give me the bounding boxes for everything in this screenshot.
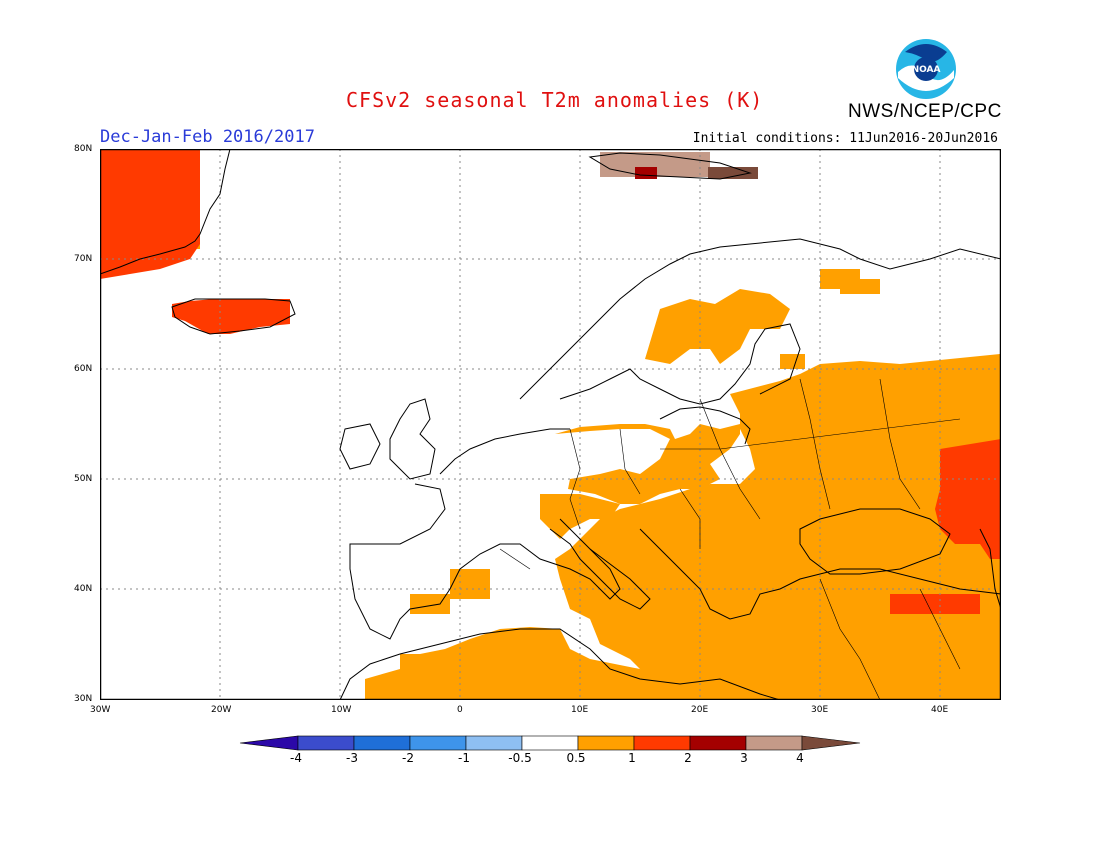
legend-label-2: 2: [684, 751, 692, 765]
lon-tick-0: 0: [457, 705, 463, 715]
season-label: Dec-Jan-Feb 2016/2017: [100, 127, 315, 147]
legend-box-9: [745, 735, 803, 751]
anomaly-map: [100, 149, 1001, 700]
organization-label: NWS/NCEP/CPC: [848, 101, 1002, 122]
country-borders: [499, 378, 961, 700]
legend-label-0-5: 0.5: [566, 751, 586, 765]
lat-tick-60n: 60N: [74, 364, 93, 374]
lat-tick-80n: 80N: [74, 144, 93, 154]
legend-box-3: [409, 735, 467, 751]
lat-tick-30n: 30N: [74, 694, 93, 704]
anomaly-region-svalbard: [600, 152, 758, 179]
legend-label-minus0-5: -0.5: [508, 751, 532, 765]
lat-tick-50n: 50N: [74, 474, 93, 484]
lon-tick-30e: 30E: [811, 705, 829, 715]
legend-box-7: [633, 735, 691, 751]
legend-label-minus3: -3: [346, 751, 358, 765]
legend-label-1: 1: [628, 751, 636, 765]
noaa-logo: NOAA: [896, 39, 956, 99]
lon-tick-30w: 30W: [90, 705, 111, 715]
lat-tick-40n: 40N: [74, 584, 93, 594]
legend-box-2: [353, 735, 411, 751]
legend-box-1: [297, 735, 355, 751]
anomaly-region-1: [100, 149, 1001, 614]
lon-tick-10e: 10E: [571, 705, 589, 715]
anomaly-region-0-5: [100, 149, 1001, 700]
lon-tick-10w: 10W: [331, 705, 352, 715]
legend-box-4: [465, 735, 523, 751]
lon-tick-20w: 20W: [211, 705, 232, 715]
lon-tick-40e: 40E: [931, 705, 949, 715]
color-legend: [239, 735, 861, 751]
legend-box-5: [521, 735, 579, 751]
legend-label-4: 4: [796, 751, 804, 765]
lon-tick-20e: 20E: [691, 705, 709, 715]
legend-label-minus2: -2: [402, 751, 414, 765]
logo-text: NOAA: [912, 65, 941, 75]
lat-tick-70n: 70N: [74, 254, 93, 264]
legend-label-minus4: -4: [290, 751, 302, 765]
legend-box-8: [689, 735, 747, 751]
initial-conditions-label: Initial conditions: 11Jun2016-20Jun2016: [692, 131, 998, 146]
legend-label-3: 3: [740, 751, 748, 765]
legend-box-6: [577, 735, 635, 751]
graticule: [100, 149, 1001, 700]
legend-arrow-low: [239, 735, 299, 751]
coastlines: [100, 149, 1001, 700]
map-title: CFSv2 seasonal T2m anomalies (K): [346, 88, 764, 112]
legend-arrow-high: [801, 735, 861, 751]
legend-label-minus1: -1: [458, 751, 470, 765]
